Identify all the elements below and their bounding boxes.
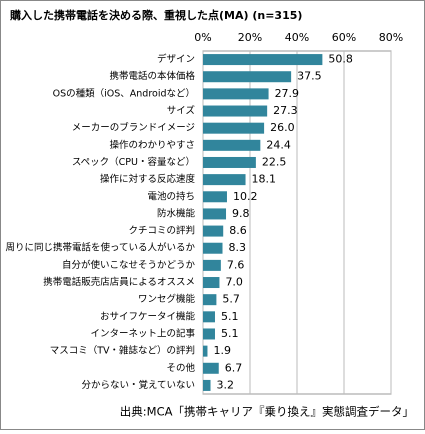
y-tick-label: 防水機能 bbox=[157, 207, 196, 219]
bar bbox=[203, 311, 215, 323]
source-note: 出典:MCA「携帯キャリア『乗り換え』実態調査データ」 bbox=[120, 405, 414, 419]
bar bbox=[203, 105, 268, 117]
y-tick-label: スペック（CPU・容量など） bbox=[72, 156, 195, 168]
y-tick-label: サイズ bbox=[167, 105, 196, 117]
chart-title: 購入した携帯電話を決める際、重視した点(MA) (n=315) bbox=[9, 8, 302, 22]
bar bbox=[203, 362, 219, 374]
bar bbox=[203, 379, 211, 391]
value-label: 8.3 bbox=[229, 241, 247, 254]
value-label: 10.2 bbox=[233, 190, 258, 203]
bar bbox=[203, 174, 246, 186]
value-label: 5.1 bbox=[221, 327, 239, 340]
x-tick-label: 0% bbox=[194, 31, 211, 44]
value-label: 50.8 bbox=[328, 53, 353, 66]
value-label: 18.1 bbox=[252, 173, 277, 186]
y-tick-label: メーカーのブランドイメージ bbox=[72, 122, 195, 134]
bar bbox=[203, 225, 224, 237]
y-tick-label: 分からない・覚えていない bbox=[81, 379, 195, 391]
value-label: 27.9 bbox=[275, 87, 300, 100]
value-label: 27.3 bbox=[273, 104, 298, 117]
y-tick-label: 操作のわかりやすさ bbox=[109, 139, 195, 151]
value-label: 8.6 bbox=[229, 224, 247, 237]
bar bbox=[203, 88, 269, 100]
value-label: 24.4 bbox=[266, 138, 291, 151]
y-tick-label: その他 bbox=[166, 362, 195, 374]
y-tick-label: 周りに同じ携帯電話を使っている人がいるか bbox=[5, 242, 195, 254]
bar bbox=[203, 191, 227, 203]
y-tick-label: マスコミ（TV・雑誌など）の評判 bbox=[50, 345, 195, 357]
bar bbox=[203, 122, 265, 134]
x-tick-label: 20% bbox=[238, 31, 262, 44]
y-tick-label: インターネット上の記事 bbox=[90, 327, 195, 339]
x-tick-label: 40% bbox=[285, 31, 309, 44]
y-tick-label: おサイフケータイ機能 bbox=[100, 310, 196, 322]
bar bbox=[203, 208, 227, 220]
y-tick-label: デザイン bbox=[157, 53, 195, 65]
value-label: 26.0 bbox=[270, 121, 295, 134]
bar bbox=[203, 242, 223, 254]
bar bbox=[203, 259, 221, 271]
y-tick-label: 自分が使いこなせそうかどうか bbox=[62, 259, 196, 271]
y-tick-label: 電池の持ち bbox=[147, 190, 195, 202]
value-label: 5.1 bbox=[221, 310, 239, 323]
bar bbox=[203, 71, 292, 83]
x-tick-label: 80% bbox=[379, 31, 403, 44]
bar bbox=[203, 277, 220, 289]
x-tick-label: 60% bbox=[332, 31, 356, 44]
bar bbox=[203, 328, 215, 340]
value-label: 7.6 bbox=[227, 258, 245, 271]
bar bbox=[203, 139, 261, 151]
value-label: 3.2 bbox=[217, 378, 235, 391]
value-label: 22.5 bbox=[262, 155, 287, 168]
value-label: 7.0 bbox=[225, 276, 243, 289]
y-tick-label: 携帯電話の本体価格 bbox=[109, 70, 195, 82]
bar bbox=[203, 294, 217, 306]
value-label: 9.8 bbox=[232, 207, 250, 220]
y-tick-label: OSの種類（iOS、Androidなど） bbox=[53, 87, 195, 99]
y-tick-label: 操作に対する反応速度 bbox=[100, 173, 196, 185]
value-label: 37.5 bbox=[297, 70, 322, 83]
value-label: 5.7 bbox=[222, 293, 240, 306]
y-tick-label: 携帯電話販売店店員によるオススメ bbox=[43, 276, 195, 288]
value-label: 6.7 bbox=[225, 361, 243, 374]
bar bbox=[203, 54, 323, 66]
y-tick-label: ワンセグ機能 bbox=[138, 293, 196, 305]
y-tick-label: クチコミの評判 bbox=[128, 225, 195, 237]
bar bbox=[203, 345, 208, 357]
bar bbox=[203, 156, 256, 168]
value-label: 1.9 bbox=[213, 344, 231, 357]
